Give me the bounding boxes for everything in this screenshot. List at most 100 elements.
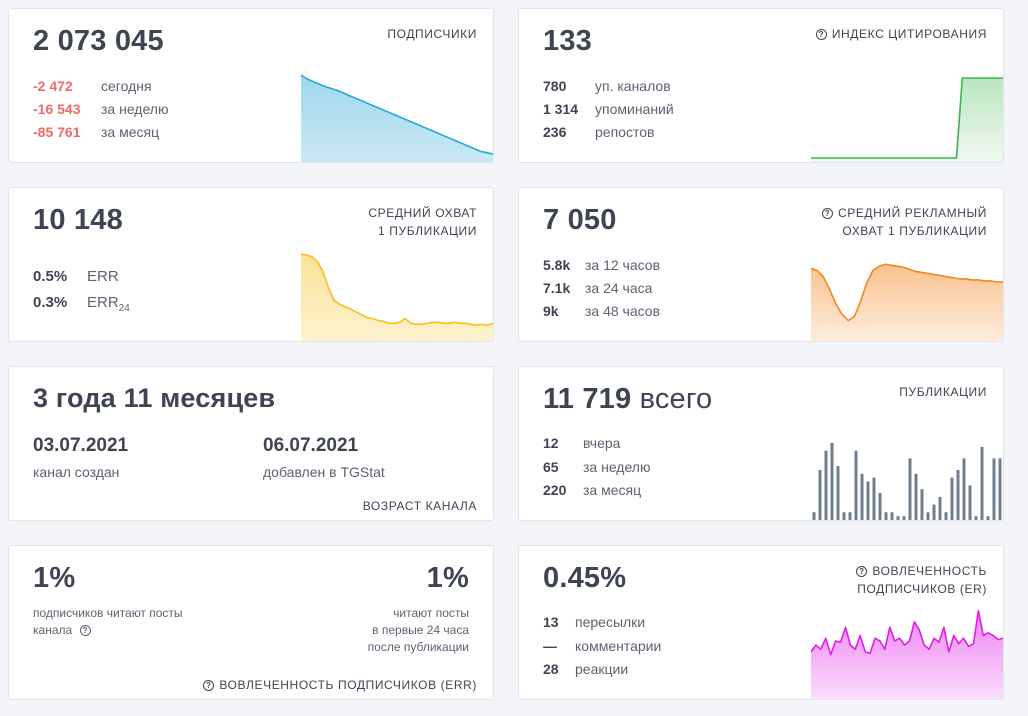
posts-bar — [896, 516, 900, 520]
posts-bar — [872, 477, 876, 520]
er-forwards-label: пересылки — [575, 614, 646, 630]
er-sparkline — [811, 610, 1003, 699]
err-right-label: читают посты в первые 24 часа после публ… — [368, 605, 469, 656]
ad-reach-24h-row: 7.1k за 24 часа — [543, 278, 783, 298]
help-icon[interactable]: ? — [856, 566, 868, 577]
posts-bar — [890, 512, 894, 520]
posts-month-value: 220 — [543, 482, 567, 498]
subscribers-month-value: -85 761 — [33, 124, 81, 140]
citation-line — [811, 77, 1003, 159]
posts-bar — [998, 458, 1002, 520]
posts-bar — [854, 450, 858, 520]
citation-channels-row: 780 уп. каналов — [543, 76, 783, 96]
err-left-label: подписчиков читают посты канала ? — [33, 605, 183, 639]
citation-channels-value: 780 — [543, 78, 567, 94]
posts-week-row: 65 за неделю — [543, 457, 783, 477]
citation-title: ? ИНДЕКС ЦИТИРОВАНИЯ — [815, 25, 987, 43]
err-left-label-line2: канала — [33, 623, 73, 637]
posts-bar — [878, 493, 882, 520]
added-date: 06.07.2021 — [263, 435, 359, 456]
er-forwards-row: 13 пересылки — [543, 612, 783, 632]
citation-channels-label: уп. каналов — [595, 78, 671, 94]
created-label: канал создан — [33, 464, 120, 480]
er-reactions-value: 28 — [543, 661, 559, 677]
citation-index-value: 133 — [543, 25, 592, 57]
subscribers-today-label: сегодня — [101, 78, 152, 94]
posts-bar — [962, 458, 966, 520]
posts-bar — [860, 473, 864, 520]
reach-sparkline — [301, 253, 493, 341]
posts-bar — [956, 469, 960, 520]
subscribers-week-label: за неделю — [101, 101, 169, 117]
er-line — [811, 610, 1003, 656]
er-title: ? ВОВЛЕЧЕННОСТЬ ПОДПИСЧИКОВ (ER) — [856, 562, 987, 598]
err-card[interactable]: 1% подписчиков читают посты канала ? 1% … — [8, 545, 494, 700]
subscribers-week-value: -16 543 — [33, 101, 81, 117]
help-icon[interactable]: ? — [821, 208, 833, 219]
err-left-label-line1: подписчиков читают посты — [33, 606, 183, 620]
posts-card[interactable]: 11 719 всего ПУБЛИКАЦИИ 12 вчера 65 за н… — [518, 366, 1004, 521]
subscribers-line — [301, 74, 493, 155]
er-card[interactable]: 0.45% ? ВОВЛЕЧЕННОСТЬ ПОДПИСЧИКОВ (ER) 13… — [518, 545, 1004, 700]
ad-reach-value: 7 050 — [543, 204, 617, 236]
subscribers-area — [301, 75, 493, 162]
posts-bar — [824, 450, 828, 520]
ad-reach-24h-label: за 24 часа — [585, 280, 653, 296]
posts-bar — [986, 516, 990, 520]
er-comments-row: — комментарии — [543, 636, 783, 656]
err-left-value: 1% — [33, 562, 76, 594]
ad-reach-12h-value: 5.8k — [543, 257, 571, 273]
err-right-label-line3: после публикации — [367, 640, 469, 654]
err24-label-text: ERR — [87, 294, 119, 311]
citation-mentions-row: 1 314 упоминаний — [543, 99, 783, 119]
er-title-line2: ПОДПИСЧИКОВ (ER) — [857, 582, 987, 596]
reach-title-line1: СРЕДНИЙ ОХВАТ — [368, 206, 477, 220]
posts-bar — [830, 443, 834, 520]
citation-mentions-label: упоминаний — [595, 101, 674, 117]
posts-bar — [884, 512, 888, 520]
er-forwards-value: 13 — [543, 614, 559, 630]
posts-bar — [848, 512, 852, 520]
reach-card[interactable]: 10 148 СРЕДНИЙ ОХВАТ 1 ПУБЛИКАЦИИ 0.5% E… — [8, 187, 494, 342]
help-icon[interactable]: ? — [79, 625, 91, 636]
er-reactions-label: реакции — [575, 661, 629, 677]
posts-bar — [944, 512, 948, 520]
subscribers-card[interactable]: 2 073 045 ПОДПИСЧИКИ -2 472 сегодня -16 … — [8, 8, 494, 163]
ad-reach-48h-row: 9k за 48 часов — [543, 301, 783, 321]
reach-title-line2: 1 ПУБЛИКАЦИИ — [378, 224, 477, 238]
er-reactions-row: 28 реакции — [543, 659, 783, 679]
posts-total-suffix: всего — [639, 383, 713, 415]
citation-card[interactable]: 133 ? ИНДЕКС ЦИТИРОВАНИЯ 780 уп. каналов … — [518, 8, 1004, 163]
posts-bar — [968, 485, 972, 520]
posts-bar — [932, 504, 936, 520]
posts-title: ПУБЛИКАЦИИ — [899, 385, 987, 399]
er-area — [811, 610, 1003, 699]
subscribers-week-row: -16 543 за неделю — [33, 99, 273, 119]
posts-bar — [974, 516, 978, 520]
err-right-label-line2: в первые 24 часа — [372, 623, 469, 637]
citation-area — [811, 78, 1003, 162]
channel-age-card[interactable]: 3 года 11 месяцев 03.07.2021 канал созда… — [8, 366, 494, 521]
posts-month-row: 220 за месяц — [543, 480, 783, 500]
subscribers-month-label: за месяц — [101, 124, 160, 140]
posts-total-value: 11 719 — [543, 383, 632, 415]
channel-age-value: 3 года 11 месяцев — [33, 383, 276, 413]
err24-row: 0.3% ERR24 — [33, 293, 233, 314]
ad-reach-48h-value: 9k — [543, 303, 559, 319]
ad-reach-card[interactable]: 7 050 ? СРЕДНИЙ РЕКЛАМНЫЙ ОХВАТ 1 ПУБЛИКА… — [518, 187, 1004, 342]
ad_reach-area — [811, 264, 1003, 341]
help-icon[interactable]: ? — [203, 680, 215, 691]
posts-month-label: за месяц — [583, 482, 642, 498]
posts-bar — [908, 458, 912, 520]
subscribers-today-row: -2 472 сегодня — [33, 76, 273, 96]
citation-mentions-value: 1 314 — [543, 101, 579, 117]
posts-yesterday-value: 12 — [543, 435, 559, 451]
posts-bar — [938, 496, 942, 520]
channel-age-title: ВОЗРАСТ КАНАЛА — [362, 499, 477, 513]
posts-bar — [902, 516, 906, 520]
posts-bar — [950, 477, 954, 520]
posts-total: 11 719 всего — [543, 383, 712, 416]
help-icon[interactable]: ? — [815, 29, 827, 40]
posts-yesterday-label: вчера — [583, 435, 621, 451]
subscribers-month-row: -85 761 за месяц — [33, 122, 273, 142]
